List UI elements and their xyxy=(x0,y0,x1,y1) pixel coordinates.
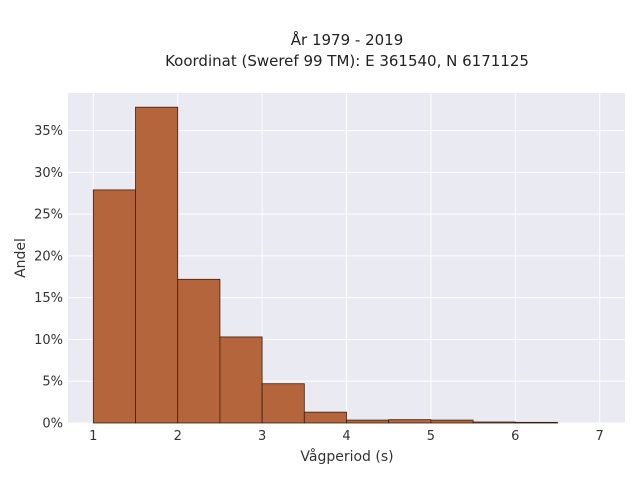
histogram-bar xyxy=(261,383,305,424)
x-axis-label: Vågperiod (s) xyxy=(300,448,393,465)
chart-title-line-2: Koordinat (Sweref 99 TM): E 361540, N 61… xyxy=(165,52,529,70)
histogram-bar xyxy=(472,421,516,424)
x-tick-label: 3 xyxy=(258,429,266,444)
y-tick-label: 30% xyxy=(34,166,63,181)
histogram-bar xyxy=(430,419,474,424)
x-tick-label: 2 xyxy=(174,429,182,444)
y-tick-label: 5% xyxy=(42,375,63,390)
y-tick-label: 35% xyxy=(34,124,63,139)
x-tick-label: 5 xyxy=(427,429,435,444)
chart-title-line-1: År 1979 - 2019 xyxy=(291,30,404,49)
histogram-bar xyxy=(388,419,432,424)
x-tick-label: 6 xyxy=(511,429,519,444)
histogram-bar xyxy=(303,411,347,424)
bars xyxy=(92,106,558,424)
histogram-bar xyxy=(219,336,263,424)
y-axis-ticks: 0% 5% 10% 15% 20% 25% 30% 35% xyxy=(34,124,63,431)
histogram-bar xyxy=(346,419,390,424)
x-tick-label: 4 xyxy=(342,429,350,444)
y-axis-label: Andel xyxy=(13,238,29,278)
y-tick-label: 15% xyxy=(34,291,63,306)
x-tick-label: 7 xyxy=(596,429,604,444)
y-tick-label: 20% xyxy=(34,249,63,264)
histogram-bar xyxy=(177,278,221,424)
x-tick-label: 1 xyxy=(89,429,97,444)
y-tick-label: 25% xyxy=(34,208,63,223)
histogram-bar xyxy=(135,106,179,424)
x-axis-ticks: 1 2 3 4 5 6 7 xyxy=(89,429,604,444)
y-tick-label: 10% xyxy=(34,333,63,348)
histogram-bar xyxy=(514,421,558,424)
histogram-bar xyxy=(92,189,136,424)
y-tick-label: 0% xyxy=(42,417,63,432)
